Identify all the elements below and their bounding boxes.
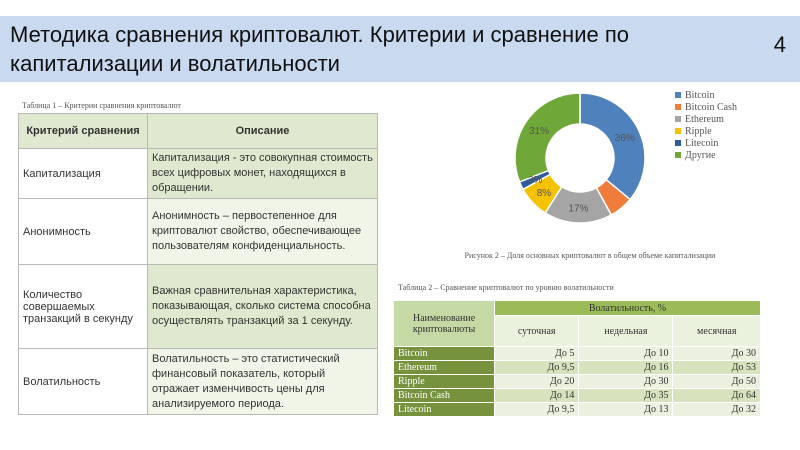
weekly-cell: До 13 [578, 402, 674, 417]
monthly-cell: До 32 [672, 402, 761, 417]
description-cell: Капитализация - это совокупная стоимость… [147, 148, 378, 199]
legend-item: Другие [675, 149, 737, 161]
slice-другие [514, 92, 581, 183]
slice-label: 2% [528, 175, 543, 186]
weekly-header: недельная [578, 315, 674, 347]
table-row: Количество совершаемых транзакций в секу… [18, 264, 378, 349]
legend-label: Ripple [685, 125, 712, 137]
criterion-cell: Количество совершаемых транзакций в секу… [18, 264, 148, 349]
coin-cell: Litecoin [393, 402, 495, 417]
weekly-cell: До 30 [578, 374, 674, 389]
coin-cell: Bitcoin Cash [393, 388, 495, 403]
table-row: Litecoin До 9,5 До 13 До 32 [393, 402, 761, 417]
title-bar [0, 16, 800, 82]
table-row: Волатильность Волатильность – это статис… [18, 348, 378, 415]
weekly-cell: До 35 [578, 388, 674, 403]
slice-label: 17% [568, 203, 588, 214]
criterion-cell: Анонимность [18, 198, 148, 265]
criteria-header: Критерий сравнения [18, 113, 148, 149]
weekly-cell: До 16 [578, 360, 674, 375]
table-row: Ethereum До 9,5 До 16 До 53 [393, 360, 761, 375]
donut-chart: 36%6%17%8%2%31% [514, 92, 646, 224]
monthly-header: месячная [672, 315, 761, 347]
legend-swatch [675, 104, 681, 110]
legend-label: Ethereum [685, 113, 724, 125]
monthly-cell: До 50 [672, 374, 761, 389]
legend-item: Ripple [675, 125, 737, 137]
legend-item: Bitcoin [675, 89, 737, 101]
figure2-caption: Рисунок 2 – Доля основных криптовалют в … [464, 251, 716, 260]
volatility-header: Волатильность, % [494, 300, 761, 316]
coin-cell: Bitcoin [393, 346, 495, 361]
legend-item: Litecoin [675, 137, 737, 149]
daily-cell: До 9,5 [493, 360, 580, 375]
coin-cell: Ripple [393, 374, 495, 389]
slide-title: Методика сравнения криптовалют. Критерии… [10, 22, 629, 76]
legend-swatch [675, 116, 681, 122]
daily-header: суточная [493, 315, 580, 347]
legend-label: Bitcoin Cash [685, 101, 737, 113]
criteria-table: Критерий сравнения Описание Капитализаци… [18, 113, 378, 415]
legend-label: Bitcoin [685, 89, 715, 101]
table-row: Капитализация Капитализация - это совоку… [18, 148, 378, 199]
slice-label: 31% [529, 126, 549, 137]
legend-item: Ethereum [675, 113, 737, 125]
monthly-cell: До 64 [672, 388, 761, 403]
chart-legend: Bitcoin Bitcoin Cash Ethereum Ripple Litecoi… [675, 89, 737, 161]
description-cell: Анонимность – первостепенное для криптов… [147, 198, 378, 265]
legend-swatch [675, 140, 681, 146]
table1-caption: Таблица 1 – Критерии сравнения криптовал… [22, 101, 181, 110]
table-row: Анонимность Анонимность – первостепенное… [18, 198, 378, 265]
criterion-cell: Волатильность [18, 348, 148, 415]
monthly-cell: До 53 [672, 360, 761, 375]
legend-swatch [675, 152, 681, 158]
criterion-cell: Капитализация [18, 148, 148, 199]
legend-swatch [675, 128, 681, 134]
volatility-table: Наименование криптовалюты Волатильность,… [393, 300, 761, 417]
coin-name-header: Наименование криптовалюты [393, 300, 495, 347]
daily-cell: До 14 [493, 388, 580, 403]
table-row: Ripple До 20 До 30 До 50 [393, 374, 761, 389]
legend-label: Litecoin [685, 137, 719, 149]
slice-label: 36% [615, 133, 635, 144]
description-cell: Важная сравнительная характеристика, пок… [147, 264, 378, 349]
weekly-cell: До 10 [578, 346, 674, 361]
slice-label: 8% [537, 188, 552, 199]
daily-cell: До 5 [493, 346, 580, 361]
description-header: Описание [147, 113, 378, 149]
legend-label: Другие [685, 149, 716, 161]
coin-cell: Ethereum [393, 360, 495, 375]
table-row: Bitcoin До 5 До 10 До 30 [393, 346, 761, 361]
legend-swatch [675, 92, 681, 98]
legend-item: Bitcoin Cash [675, 101, 737, 113]
daily-cell: До 20 [493, 374, 580, 389]
table-row: Bitcoin Cash До 14 До 35 До 64 [393, 388, 761, 403]
daily-cell: До 9,5 [493, 402, 580, 417]
slice-bitcoin [579, 92, 646, 201]
monthly-cell: До 30 [672, 346, 761, 361]
description-cell: Волатильность – это статистический финан… [147, 348, 378, 415]
table2-caption: Таблица 2 – Сравнение криптовалют по уро… [398, 283, 614, 292]
slide-number: 4 [773, 32, 786, 57]
